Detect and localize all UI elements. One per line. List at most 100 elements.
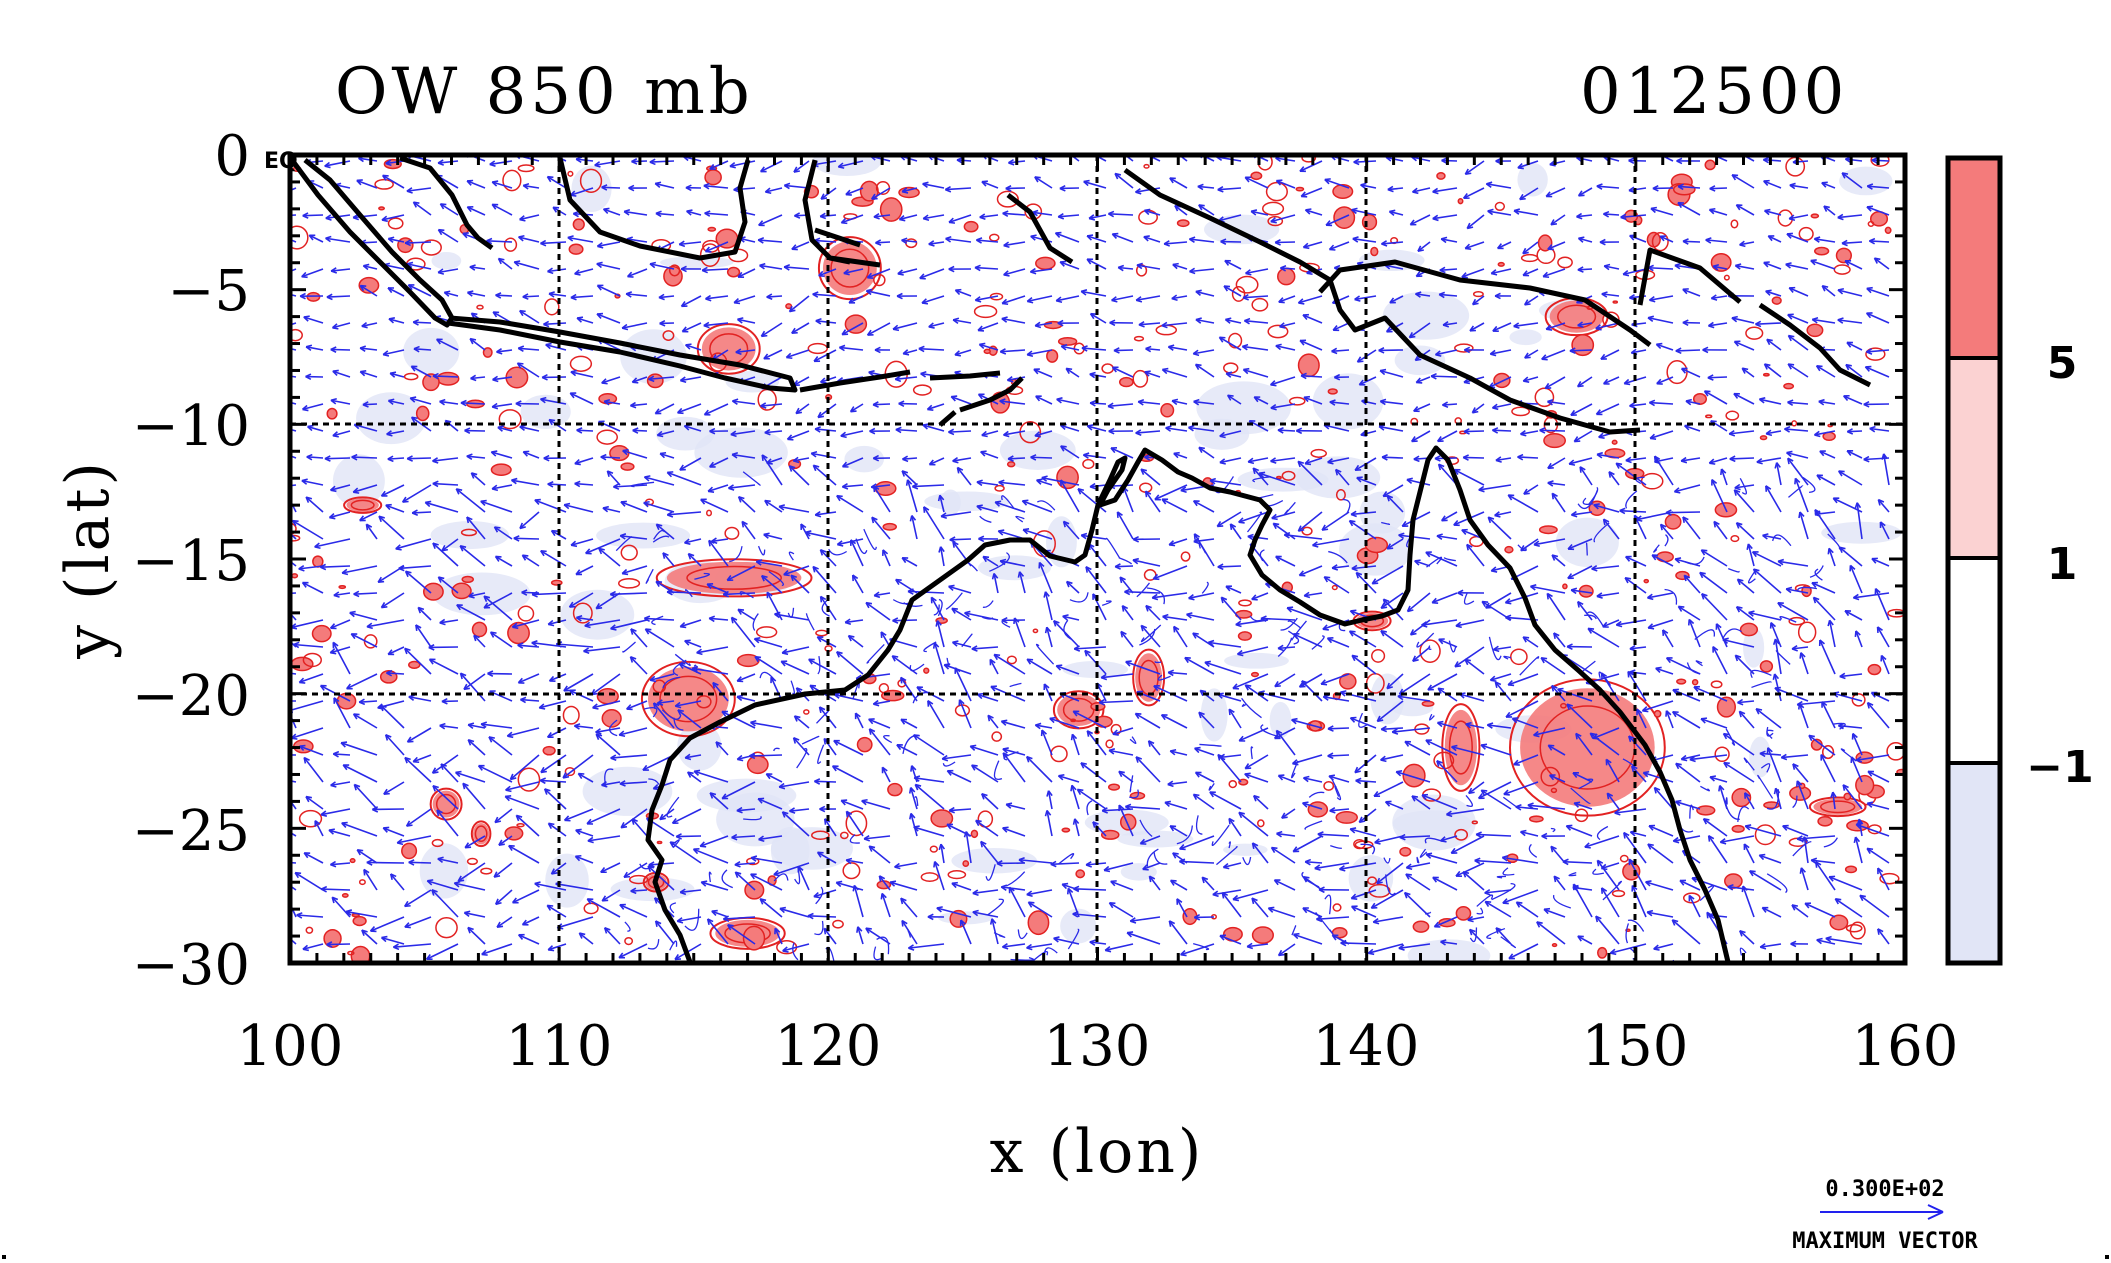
wind-vector <box>823 738 837 756</box>
wind-vector <box>1439 268 1458 272</box>
wind-vector <box>1312 538 1350 547</box>
wind-vector-head <box>1086 234 1094 241</box>
wind-vector-head <box>817 411 825 419</box>
wind-vector-head <box>1576 381 1584 388</box>
wind-vector <box>305 795 324 810</box>
wind-vector-head <box>520 696 527 704</box>
wind-vector <box>1003 268 1026 276</box>
wind-vector <box>951 607 972 621</box>
wind-vector-head <box>838 344 846 352</box>
ow-contour-blob <box>1692 392 1708 405</box>
wind-vector <box>1027 295 1053 303</box>
wind-vector <box>1332 565 1350 569</box>
wind-vector <box>321 888 351 891</box>
wind-vector-head <box>404 756 411 764</box>
wind-vector-head <box>1846 341 1853 348</box>
wind-vector-head <box>1184 656 1191 664</box>
wind-vector <box>1220 596 1242 621</box>
wind-vector <box>602 507 621 513</box>
wind-vector-head <box>1277 427 1284 434</box>
negative-ow-patch <box>1196 381 1291 435</box>
wind-vector-head <box>358 698 366 706</box>
wind-vector <box>1217 187 1242 191</box>
wind-vector-head <box>1545 191 1553 198</box>
wind-vector <box>1849 565 1863 594</box>
wind-vector-head <box>522 450 530 457</box>
ow-contour-blob <box>1762 372 1770 377</box>
y-tick-label: −30 <box>132 933 250 998</box>
wind-vector <box>1786 451 1809 459</box>
wind-vector-head <box>1224 259 1231 266</box>
wind-vector-head <box>1194 771 1202 778</box>
wind-vector <box>1059 479 1080 513</box>
wind-vector-head <box>757 797 765 804</box>
wind-vector <box>583 646 621 653</box>
wind-vector <box>1118 266 1134 270</box>
wind-vector-head <box>395 544 402 551</box>
wind-vector <box>1147 740 1161 756</box>
wind-vector <box>1524 349 1539 359</box>
wind-vector-head <box>1866 205 1873 212</box>
wind-vector <box>1099 700 1134 704</box>
ow-contour-blob <box>1664 513 1682 530</box>
wind-vector <box>1492 403 1512 409</box>
wind-vector-head <box>546 175 554 183</box>
wind-vector-head <box>1436 533 1443 540</box>
wind-vector-head <box>982 555 990 563</box>
wind-vector-head <box>570 293 577 301</box>
wind-vector <box>1798 703 1809 729</box>
wind-vector-head <box>1763 179 1770 187</box>
ow-contour-blob <box>845 810 868 837</box>
wind-vector-head <box>1593 503 1600 510</box>
ow-contour-blob <box>1132 369 1149 388</box>
wind-vector <box>1168 538 1188 546</box>
wind-vector-head <box>1464 243 1472 250</box>
wind-vector-head <box>680 265 687 273</box>
wind-vector <box>1571 511 1593 516</box>
wind-vector-head <box>1453 468 1461 475</box>
wind-vector <box>1741 367 1755 378</box>
wind-vector-head <box>1165 425 1172 432</box>
wind-vector <box>1701 593 1728 621</box>
wind-vector <box>1302 314 1323 324</box>
wind-vector <box>1777 602 1809 621</box>
wind-vector <box>1340 942 1377 945</box>
wind-vector-head <box>1118 770 1125 778</box>
wind-vector <box>1323 576 1350 594</box>
wind-vector <box>603 400 621 405</box>
wind-vector <box>1162 368 1188 378</box>
wind-vector <box>948 585 972 594</box>
wind-vector <box>1616 619 1647 626</box>
wind-vector-head <box>1002 210 1009 218</box>
wind-vector <box>1022 528 1053 540</box>
ow-contour-blob <box>724 526 740 540</box>
wind-vector <box>1381 241 1404 245</box>
wind-vector <box>1847 430 1863 433</box>
wind-vector-head <box>488 736 496 743</box>
wind-vector <box>1650 207 1674 216</box>
wind-vector-head <box>540 396 547 404</box>
wind-vector <box>519 425 540 432</box>
wind-vector <box>1603 376 1620 385</box>
wind-vector <box>1675 349 1701 352</box>
wind-vector-head <box>945 235 952 243</box>
wind-vector <box>1747 543 1755 567</box>
wind-vector <box>1026 756 1053 783</box>
wind-vector-head <box>1811 581 1818 588</box>
wind-vector-head <box>1627 670 1634 678</box>
ow-contour-blob <box>983 348 991 355</box>
wind-vector <box>290 238 297 243</box>
ow-contour-blob <box>550 579 563 586</box>
ow-contour-blob <box>996 190 1019 208</box>
ow-contour-blob <box>1032 628 1039 634</box>
wind-vector-head <box>1169 177 1176 184</box>
wind-vector-head <box>833 692 841 699</box>
wind-vector-head <box>1219 458 1226 465</box>
ow-contour-blob <box>1335 810 1358 824</box>
wind-vector <box>305 346 324 351</box>
wind-vector-head <box>380 490 388 497</box>
ow-contour-blob <box>1331 584 1338 591</box>
wind-vector <box>513 537 540 540</box>
wind-vector <box>1674 484 1701 493</box>
wind-vector-head <box>1380 725 1388 733</box>
